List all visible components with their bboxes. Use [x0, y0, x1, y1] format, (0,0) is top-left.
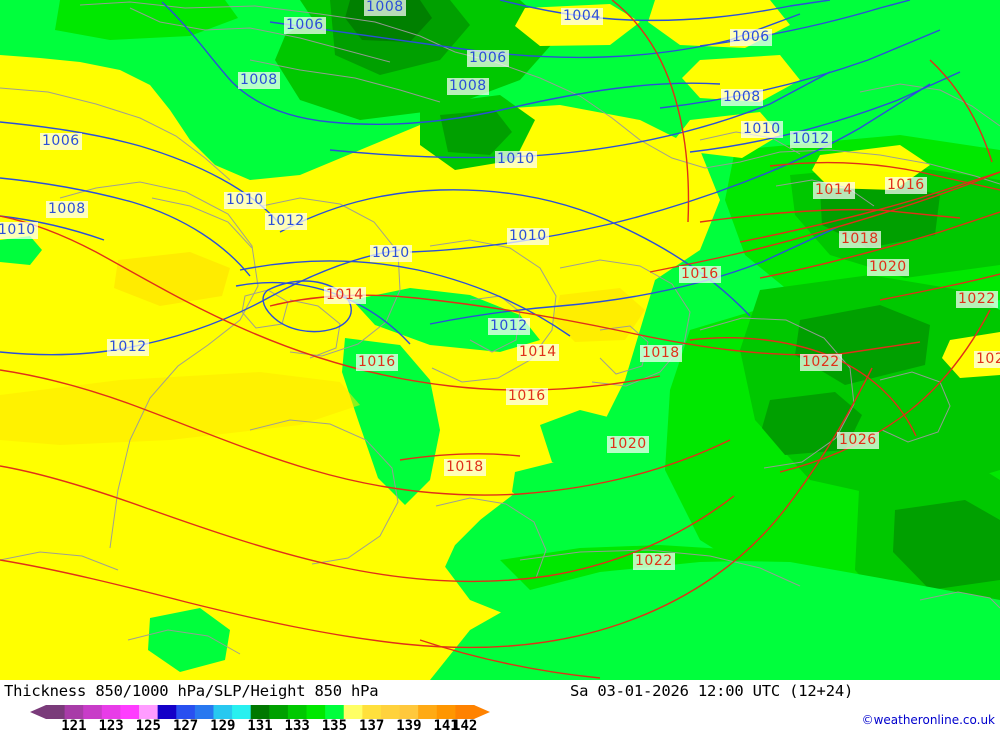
- height-1026: [779, 309, 991, 473]
- height-1018-b: [0, 369, 731, 496]
- colorbar-tick-label: 133: [284, 718, 310, 733]
- isobar-1014-loop: [262, 280, 352, 333]
- colorbar-swatch: [362, 705, 382, 719]
- colorbar-tick-label: 129: [210, 718, 236, 733]
- height-aux-2: [929, 59, 993, 163]
- colorbar-swatch: [232, 705, 252, 719]
- forecast-map-canvas[interactable]: 1006 1008 1004 1006 1008 1006 1008 1008 …: [0, 0, 1000, 680]
- colorbar-swatch: [287, 705, 308, 719]
- thickness-pocket-yellow-c: [682, 55, 800, 102]
- colorbar-swatch: [139, 705, 159, 719]
- height-1018-c: [399, 453, 521, 461]
- colorbar-swatch: [64, 705, 84, 719]
- thickness-streak-f: [0, 236, 42, 265]
- colorbar-swatch: [380, 705, 401, 719]
- height-1022-c: [0, 367, 873, 649]
- colorbar-swatch: [418, 705, 438, 719]
- colorbar-right-arrow: [474, 705, 490, 719]
- isobar-1004: [499, 0, 831, 22]
- isobar-1008-w: [0, 177, 251, 277]
- thickness-pocket-yellow-b: [515, 4, 640, 46]
- footer-panel: Thickness 850/1000 hPa/SLP/Height 850 hP…: [0, 680, 1000, 733]
- colorbar-tick-labels: 121 123 125 127 129 131 133 135 137 139 141 142: [30, 718, 490, 733]
- colorbar-tick-label: 142: [452, 718, 478, 733]
- colorbar-swatch: [46, 705, 66, 719]
- colorbar-tick-label: 123: [98, 718, 124, 733]
- chart-datetime: Sa 03-01-2026 12:00 UTC (12+24): [570, 682, 854, 700]
- thickness-streak-d: [512, 462, 578, 505]
- colorbar-swatch: [436, 705, 456, 719]
- isobar-1010-ne: [689, 71, 961, 153]
- isobar-1008-c: [279, 189, 751, 317]
- colorbar-swatch: [120, 705, 140, 719]
- thickness-streak-b: [342, 338, 440, 505]
- map-svg: [0, 0, 1000, 680]
- height-1022-a: [879, 273, 1000, 301]
- colorbar-swatch: [399, 705, 419, 719]
- thickness-fill-132-d: [893, 500, 1000, 590]
- colorbar-legend[interactable]: 121 123 125 127 129 131 133 135 137 139 141 142: [30, 705, 490, 733]
- height-1020-b: [0, 465, 735, 583]
- height-aux-5: [699, 208, 961, 223]
- thickness-streak-a: [352, 288, 540, 352]
- thickness-warm-blob-2: [553, 288, 645, 342]
- colorbar-tick-label: 127: [172, 718, 199, 733]
- thickness-fill-top-132b: [440, 110, 512, 155]
- colorbar-swatch: [157, 705, 177, 719]
- isobar-1010-c: [239, 260, 571, 337]
- height-1020-a: [759, 211, 1000, 279]
- colorbar-tick-label: 135: [321, 718, 348, 733]
- colorbar-swatch: [83, 705, 103, 719]
- colorbar-swatch: [306, 705, 326, 719]
- thickness-streak-g: [148, 608, 230, 672]
- colorbar-tick-label: 139: [396, 718, 422, 733]
- height-1016-a: [649, 171, 1000, 273]
- colorbar-tick-label: 121: [61, 718, 87, 733]
- isobar-1012-w: [0, 249, 401, 356]
- colorbar-swatches: [30, 705, 490, 719]
- thickness-fill-ul-134: [55, 0, 238, 40]
- colorbar-swatch: [325, 705, 345, 719]
- height-aux-4: [769, 161, 1000, 191]
- colorbar-tick-label: 141: [433, 718, 459, 733]
- colorbar-swatch: [101, 705, 121, 719]
- thickness-se-green: [430, 560, 1000, 680]
- copyright-link[interactable]: ©weatheronline.co.uk: [861, 713, 995, 727]
- height-aux-3: [419, 639, 601, 679]
- isobar-1008-ne: [659, 29, 941, 109]
- isobar-1008-n: [161, 1, 721, 125]
- colorbar-swatch: [250, 705, 270, 719]
- colorbar-swatch: [343, 705, 363, 719]
- height-1018-a: [739, 171, 1000, 243]
- colorbar-tick-label: 125: [135, 718, 161, 733]
- colorbar-left-arrow: [30, 705, 46, 719]
- height-aux-1: [611, 0, 690, 223]
- thickness-streak-c: [540, 410, 618, 470]
- colorbar-tick-label: 137: [359, 718, 385, 733]
- footer-title-row: Thickness 850/1000 hPa/SLP/Height 850 hP…: [0, 680, 1000, 704]
- isobar-1010-w: [0, 215, 105, 241]
- colorbar-swatch: [269, 705, 289, 719]
- colorbar-swatch: [213, 705, 233, 719]
- isobar-1012-ne: [409, 83, 931, 253]
- chart-title: Thickness 850/1000 hPa/SLP/Height 850 hP…: [4, 682, 379, 700]
- colorbar-swatch: [194, 705, 214, 719]
- coastlines: [0, 1, 1000, 655]
- thickness-warm-blob: [114, 252, 230, 306]
- colorbar-swatch: [455, 705, 475, 719]
- colorbar-tick-label: 131: [247, 718, 273, 733]
- colorbar-swatch: [176, 705, 196, 719]
- isobar-1006-ne: [699, 0, 911, 47]
